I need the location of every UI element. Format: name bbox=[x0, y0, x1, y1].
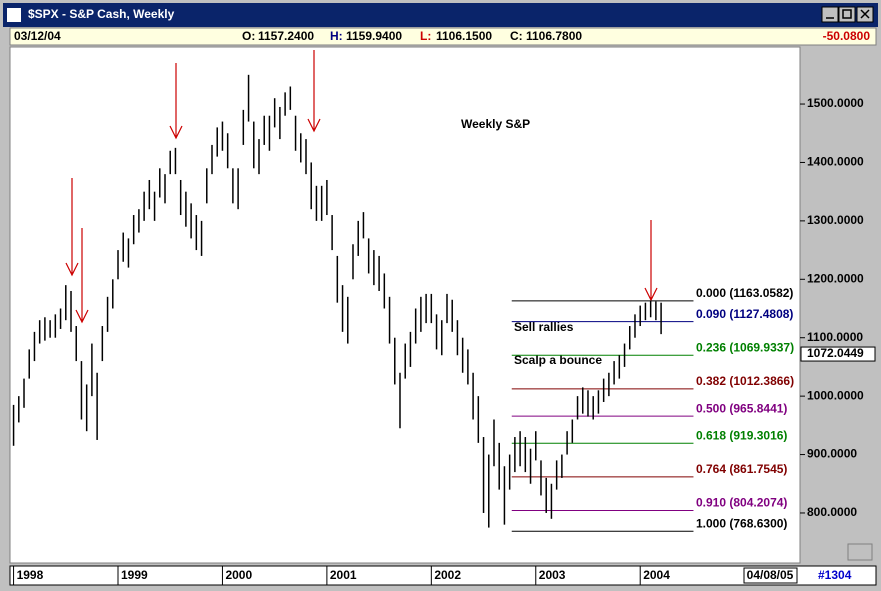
title-bar bbox=[3, 3, 878, 27]
readout-value: 1106.1500 bbox=[436, 29, 492, 43]
arrow bbox=[65, 178, 79, 277]
readout-value: 1157.2400 bbox=[258, 29, 314, 43]
window-title: $SPX - S&P Cash, Weekly bbox=[28, 7, 175, 21]
change: -50.0800 bbox=[823, 29, 871, 43]
fib-label: 0.000 (1163.0582) bbox=[696, 286, 793, 300]
arrow bbox=[169, 63, 183, 140]
y-tick-label: 800.0000 bbox=[807, 505, 857, 519]
chart-title: Weekly S&P bbox=[461, 117, 530, 131]
x-tick-label: 1999 bbox=[121, 568, 148, 582]
arrows bbox=[65, 50, 658, 324]
cursor-box bbox=[800, 346, 876, 362]
fib-label: 0.090 (1127.4808) bbox=[696, 307, 793, 321]
zoom-button[interactable] bbox=[847, 543, 873, 561]
minimize-button[interactable] bbox=[821, 6, 839, 23]
x-tick-label: 2002 bbox=[434, 568, 461, 582]
footer-date-box bbox=[743, 567, 798, 584]
readout-label: O: bbox=[242, 29, 255, 43]
info-bar bbox=[9, 27, 877, 46]
fib-label: 0.618 (919.3016) bbox=[696, 428, 787, 442]
y-tick-label: 1300.0000 bbox=[807, 213, 864, 227]
fib-label: 0.236 (1069.9337) bbox=[696, 340, 794, 354]
fib-label: 1.000 (768.6300) bbox=[696, 516, 787, 530]
readout-label: L: bbox=[420, 29, 431, 43]
time-axis-panel bbox=[9, 565, 877, 586]
arrow bbox=[644, 220, 658, 302]
footer-id: #1304 bbox=[818, 568, 852, 582]
y-tick-label: 1400.0000 bbox=[807, 155, 864, 169]
button-glyphs bbox=[826, 9, 870, 19]
y-tick-label: 1100.0000 bbox=[807, 330, 863, 344]
y-tick-label: 1200.0000 bbox=[807, 271, 864, 285]
plot-area bbox=[9, 46, 801, 564]
y-tick-label: 1500.0000 bbox=[807, 96, 864, 110]
x-tick-label: 2003 bbox=[539, 568, 566, 582]
x-tick-label: 2001 bbox=[330, 568, 357, 582]
readout-value: 1159.9400 bbox=[346, 29, 402, 43]
arrow bbox=[75, 228, 89, 324]
y-tick-label: 1000.0000 bbox=[807, 388, 864, 402]
arrow bbox=[307, 50, 321, 133]
fib-label: 0.764 (861.7545) bbox=[696, 462, 787, 476]
annotation: Scalp a bounce bbox=[514, 353, 602, 367]
fib-label: 0.910 (804.2074) bbox=[696, 496, 787, 510]
y-tick-label: 900.0000 bbox=[807, 447, 857, 461]
readout-label: C: bbox=[510, 29, 523, 43]
app-icon bbox=[7, 8, 21, 22]
price-axis-panel bbox=[801, 47, 876, 563]
cursor-label: 1072.0449 bbox=[807, 346, 864, 360]
x-tick-label: 2004 bbox=[643, 568, 670, 582]
x-tick-label: 2000 bbox=[225, 568, 252, 582]
fib-label: 0.500 (965.8441) bbox=[696, 401, 787, 415]
bar-date: 03/12/04 bbox=[14, 29, 61, 43]
readouts: O: 1157.2400 H: 1159.9400 L: 1106.1500 C: 1106.… bbox=[242, 29, 582, 43]
footer-date: 04/08/05 bbox=[747, 568, 794, 582]
readout-label: H: bbox=[330, 29, 343, 43]
annotation: Sell rallies bbox=[514, 320, 574, 334]
readout-value: 1106.7800 bbox=[526, 29, 582, 43]
fib-label: 0.382 (1012.3866) bbox=[696, 374, 794, 388]
x-tick-label: 1998 bbox=[17, 568, 44, 582]
